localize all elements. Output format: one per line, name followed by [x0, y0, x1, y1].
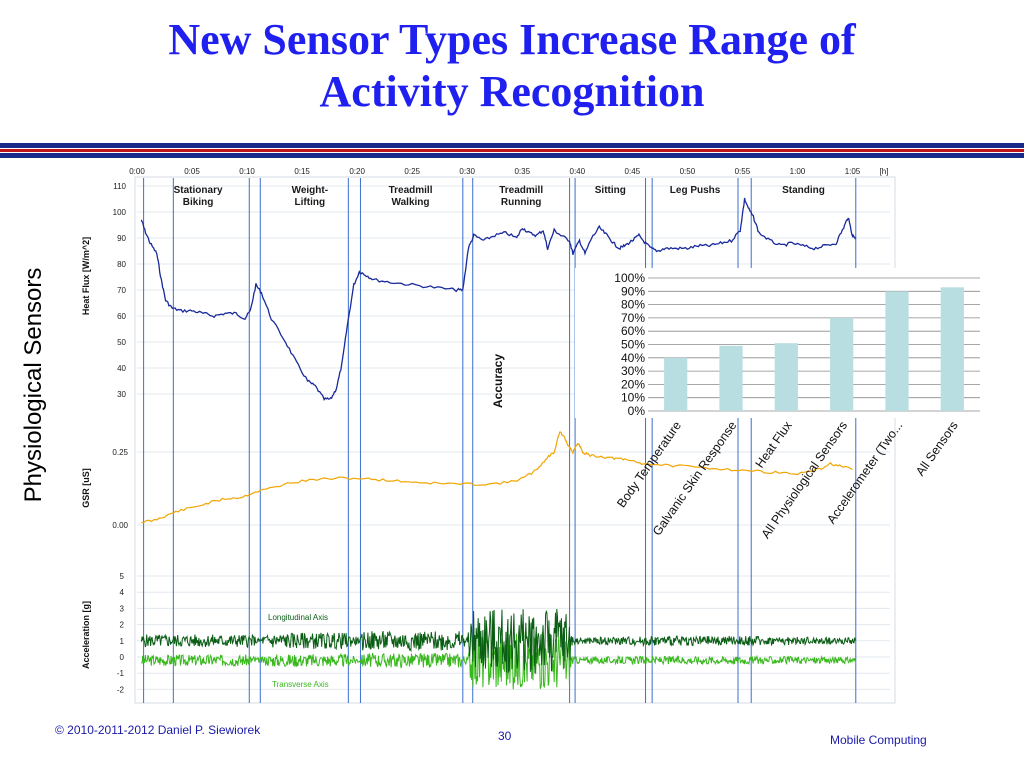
heat-flux-tick-label: 110 — [113, 182, 126, 191]
longitudinal-axis-line — [140, 608, 856, 674]
activity-label: Weight- — [292, 185, 328, 196]
time-tick-label: 1:00 — [790, 167, 806, 176]
activity-label: Walking — [392, 197, 430, 208]
header-rule-top — [0, 143, 1024, 148]
activity-label: Biking — [183, 197, 214, 208]
time-tick-label: 0:00 — [129, 167, 145, 176]
acceleration-tick-label: 3 — [120, 604, 125, 613]
activity-label: Leg Pushs — [670, 185, 721, 196]
accuracy-bar — [830, 317, 854, 411]
gsr-tick-label: 0.00 — [112, 521, 128, 530]
title-line-1: New Sensor Types Increase Range of — [168, 15, 856, 64]
heat-flux-tick-label: 70 — [117, 286, 126, 295]
title-line-2: Activity Recognition — [319, 67, 705, 116]
accuracy-tick-label: 40% — [621, 351, 645, 365]
footer-copyright: © 2010-2011-2012 Daniel P. Siewiorek — [55, 723, 261, 737]
activity-label: Running — [501, 197, 542, 208]
accuracy-bar — [664, 357, 688, 411]
acceleration-axis-label: Acceleration [g] — [81, 601, 91, 669]
time-tick-label: 0:40 — [570, 167, 586, 176]
header-rule-bottom — [0, 153, 1024, 158]
accuracy-axis-label: Accuracy — [491, 354, 505, 408]
accuracy-tick-label: 90% — [621, 284, 645, 298]
time-tick-label: 0:15 — [294, 167, 310, 176]
activity-label: Sitting — [595, 185, 626, 196]
heat-flux-axis-label: Heat Flux [W/m^2] — [81, 237, 91, 315]
accuracy-bar — [940, 287, 964, 411]
time-tick-label: 1:05 — [845, 167, 861, 176]
activity-label: Standing — [782, 185, 825, 196]
heat-flux-line — [140, 197, 857, 402]
acceleration-tick-label: 1 — [120, 637, 125, 646]
signal-chart-frame — [134, 176, 896, 704]
accuracy-tick-label: 60% — [621, 324, 645, 338]
time-tick-label: 0:05 — [184, 167, 200, 176]
time-tick-label: 0:45 — [625, 167, 641, 176]
accuracy-tick-label: 10% — [621, 391, 645, 405]
gsr-axis-label: GSR [uS] — [81, 468, 91, 508]
activity-label: Treadmill — [499, 185, 543, 196]
transverse-axis-label: Transverse Axis — [272, 680, 329, 689]
time-tick-label: 0:25 — [404, 167, 420, 176]
slide-title: New Sensor Types Increase Range of Activ… — [0, 14, 1024, 118]
transverse-axis-line — [140, 631, 856, 690]
activity-label: Treadmill — [389, 185, 433, 196]
footer-page-number: 30 — [498, 729, 512, 743]
heat-flux-tick-label: 100 — [113, 208, 127, 217]
accuracy-tick-label: 70% — [621, 311, 645, 325]
accuracy-bar — [885, 291, 909, 411]
acceleration-tick-label: 0 — [120, 653, 125, 662]
heat-flux-tick-label: 30 — [117, 390, 126, 399]
time-tick-label: 0:30 — [459, 167, 475, 176]
acceleration-tick-label: 2 — [120, 621, 125, 630]
acceleration-tick-label: 5 — [120, 572, 125, 581]
heat-flux-tick-label: 60 — [117, 312, 126, 321]
activity-label: Stationary — [174, 185, 223, 196]
accuracy-category-label: Heat Flux — [753, 418, 796, 470]
longitudinal-axis-label: Longitudinal Axis — [268, 613, 328, 622]
time-tick-label: 0:35 — [514, 167, 530, 176]
activity-label: Lifting — [295, 197, 326, 208]
accuracy-bar — [774, 343, 798, 411]
heat-flux-tick-label: 80 — [117, 260, 126, 269]
accuracy-bar — [719, 345, 743, 411]
gsr-tick-label: 0.25 — [112, 448, 128, 457]
accuracy-tick-label: 20% — [621, 377, 645, 391]
heat-flux-tick-label: 90 — [117, 234, 126, 243]
header-rule-middle — [0, 149, 1024, 152]
acceleration-tick-label: -2 — [117, 685, 125, 694]
footer-course-name: Mobile Computing — [830, 733, 927, 747]
time-tick-label: 0:10 — [239, 167, 255, 176]
accuracy-tick-label: 100% — [614, 271, 645, 285]
accuracy-tick-label: 80% — [621, 298, 645, 312]
gsr-line — [141, 431, 853, 524]
accuracy-tick-label: 30% — [621, 364, 645, 378]
time-tick-label: [h] — [880, 167, 889, 176]
accuracy-category-label: All Sensors — [913, 419, 961, 479]
heat-flux-tick-label: 40 — [117, 364, 126, 373]
time-tick-label: 0:20 — [349, 167, 365, 176]
time-tick-label: 0:55 — [735, 167, 751, 176]
accuracy-tick-label: 0% — [628, 404, 646, 418]
time-tick-label: 0:50 — [680, 167, 696, 176]
acceleration-tick-label: 4 — [120, 588, 125, 597]
accuracy-tick-label: 50% — [621, 338, 645, 352]
acceleration-tick-label: -1 — [117, 669, 125, 678]
heat-flux-tick-label: 50 — [117, 338, 126, 347]
